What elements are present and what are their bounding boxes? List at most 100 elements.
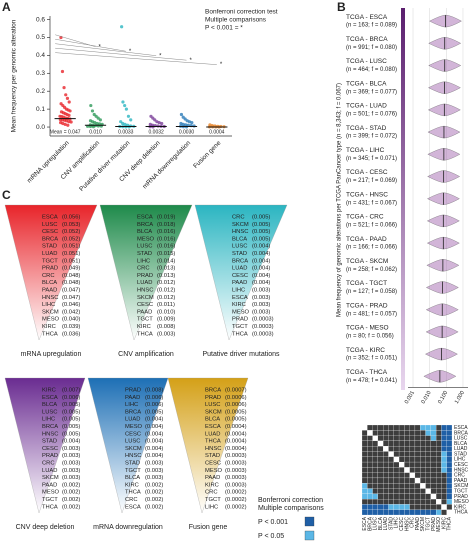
- heat-cell: [425, 446, 431, 452]
- row-label: TCGA - LUSC: [346, 58, 387, 65]
- data-point: [89, 103, 93, 108]
- row-label: TCGA - TGCT: [346, 280, 387, 287]
- row-label: ESCA: [454, 425, 468, 431]
- data-point: [65, 96, 70, 100]
- ranking-name: CRC: [232, 215, 245, 221]
- heat-cell: [420, 488, 426, 494]
- ranking-value: (0.052): [62, 229, 80, 235]
- ranking-value: (0.006): [145, 395, 163, 401]
- ranking-title: Fusion gene: [189, 524, 228, 531]
- heat-cell: [436, 488, 442, 494]
- ranking-name: CRC: [42, 461, 55, 467]
- heat-cell: [404, 430, 410, 436]
- heat-cell: [430, 467, 437, 473]
- heat-cell: [367, 499, 373, 505]
- column-label: LIHC: [394, 517, 400, 529]
- ranking-value: (0.004): [62, 439, 80, 445]
- ranking-value: (0.003): [157, 331, 175, 337]
- ranking-name: STAD: [42, 439, 57, 445]
- row-value-label: (n = 217; f = 0.069): [346, 178, 397, 184]
- heat-cell: [398, 440, 405, 447]
- heat-cell: [446, 424, 453, 431]
- ranking-title: Putative driver mutations: [202, 351, 280, 358]
- ranking-value: (0.003): [252, 309, 270, 315]
- ranking-name: BRCA: [205, 388, 221, 394]
- heat-cell: [404, 451, 410, 457]
- ranking-name: KIRC: [137, 324, 151, 330]
- ranking-name: SKCM: [42, 475, 59, 481]
- heat-cell: [383, 461, 389, 468]
- ranking-value: (0.0006): [225, 402, 247, 408]
- ranking-value: (0.0005): [225, 417, 247, 423]
- heat-cell: [367, 451, 373, 457]
- heat-cell: [393, 483, 400, 489]
- data-point: [90, 109, 95, 113]
- ranking-name: PRAD: [42, 266, 58, 272]
- ranking-value: (0.0004): [225, 439, 247, 445]
- row-label: HNSC: [454, 467, 469, 473]
- ranking-value: (0.003): [252, 302, 270, 308]
- ranking-value: (0.004): [252, 273, 270, 279]
- heat-cell: [372, 483, 378, 489]
- ranking-name: STAD: [137, 251, 152, 257]
- ranking-name: TGCT: [42, 497, 58, 503]
- column-label: CRC: [410, 517, 416, 528]
- heat-cell: [398, 430, 405, 436]
- heat-cell: [388, 467, 394, 473]
- significance-marker: *: [220, 62, 223, 68]
- heat-cell: [388, 477, 394, 484]
- ranking-name: SKCM: [205, 409, 222, 415]
- ranking-value: (0.018): [157, 222, 175, 228]
- row-label: TCGA - CRC: [346, 214, 384, 221]
- heat-cell: [404, 435, 410, 441]
- heat-cell: [377, 467, 384, 473]
- annotation: P < 0.001 = *: [205, 25, 243, 32]
- data-point: [67, 100, 71, 104]
- heat-cell: [414, 488, 421, 494]
- heat-cell: [441, 499, 447, 505]
- ranking-value: (0.0003): [225, 453, 247, 459]
- heat-cell: [404, 488, 410, 494]
- ranking-value: (0.004): [252, 266, 270, 272]
- ranking-value: (0.051): [62, 244, 80, 250]
- heat-cell: [383, 504, 389, 510]
- row-label: SKCM: [454, 483, 468, 489]
- ranking-value: (0.0007): [225, 388, 247, 394]
- data-point: [98, 118, 102, 122]
- row-label: MESO: [454, 499, 469, 505]
- ranking-name: BRCA: [137, 222, 153, 228]
- ranking-value: (0.042): [62, 309, 80, 315]
- x-tick-label: 0.001: [404, 390, 416, 405]
- heat-cell: [388, 440, 394, 447]
- ranking-title: mRNA upregulation: [21, 351, 82, 358]
- ranking-name: MESO: [42, 490, 60, 496]
- row-label: TCGA - HNSC: [346, 191, 388, 198]
- ranking-value: (0.053): [62, 222, 80, 228]
- row-label: KIRC: [454, 504, 466, 510]
- heat-cell: [436, 456, 442, 463]
- ranking-value: (0.003): [62, 475, 80, 481]
- heat-cell: [393, 504, 400, 510]
- heat-cell: [441, 451, 447, 457]
- heat-cell: [388, 472, 394, 479]
- heat-cell: [441, 456, 447, 463]
- ranking-value: (0.003): [252, 288, 270, 294]
- heat-cell: [420, 493, 426, 500]
- ranking-value: (0.0002): [225, 497, 247, 503]
- heat-cell: [377, 446, 384, 452]
- ranking-name: LUAD: [42, 468, 57, 474]
- heat-cell: [361, 499, 368, 505]
- row-label: CRC: [454, 473, 465, 479]
- ranking-name: LIHC: [42, 302, 55, 308]
- axis-title: Mean frequency of genomic alterations pe…: [337, 83, 343, 317]
- heat-cell: [409, 440, 416, 447]
- row-value-label: (n = 481; f = 0.057): [346, 311, 397, 317]
- y-tick-label: 0.0: [36, 124, 45, 131]
- heat-cell: [441, 435, 447, 441]
- heat-cell: [383, 430, 389, 436]
- heat-cell: [430, 451, 437, 457]
- heat-cell: [361, 451, 368, 457]
- heat-cell: [425, 456, 431, 463]
- heat-cell: [398, 467, 405, 473]
